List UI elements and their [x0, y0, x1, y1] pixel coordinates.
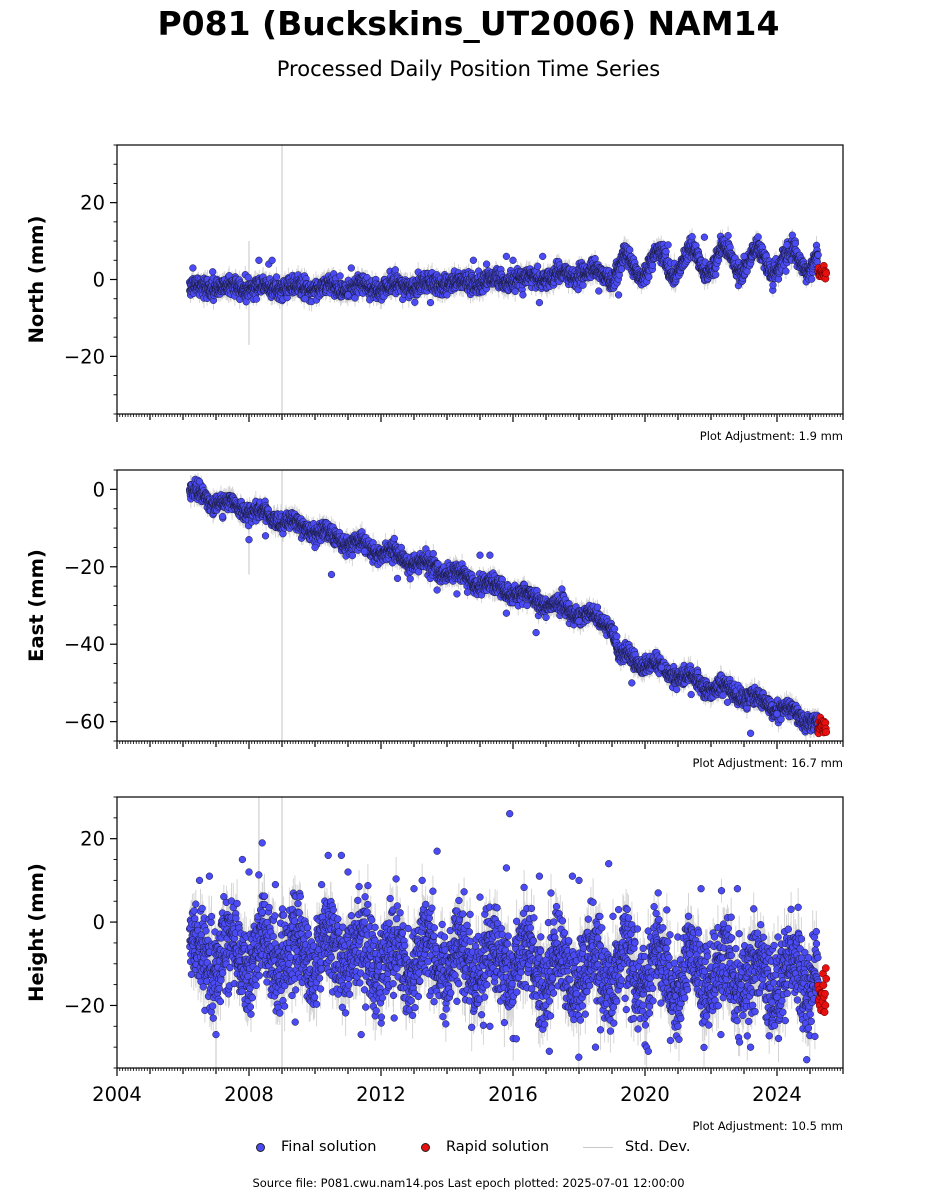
panel-north: −20 0 20 North (mm) Plot Adjustment: 1.9 mm	[25, 144, 844, 443]
final-outlier-point	[344, 291, 352, 299]
final-point	[406, 575, 414, 583]
final-outlier-point	[535, 298, 544, 307]
final-outlier-point	[347, 264, 355, 272]
y-tick-label: 20	[80, 192, 105, 215]
final-points-north	[185, 231, 822, 307]
final-outlier-point	[443, 291, 451, 299]
final-point	[754, 233, 762, 241]
final-outlier-point	[209, 268, 217, 276]
final-outlier-point	[595, 287, 603, 295]
y-tick-label: −20	[64, 345, 105, 368]
final-point	[348, 551, 357, 560]
final-outlier-point	[189, 264, 197, 272]
final-point	[814, 251, 822, 259]
final-outlier-point	[539, 252, 547, 261]
final-outlier-point	[469, 256, 478, 264]
final-point	[411, 298, 419, 306]
final-point	[769, 281, 777, 289]
final-point	[808, 275, 816, 283]
final-outlier-point	[783, 241, 791, 249]
final-point	[791, 239, 800, 248]
final-outlier-point	[268, 256, 276, 264]
final-outlier-point	[301, 295, 309, 303]
final-point	[391, 266, 399, 274]
y-tick-label: 0	[93, 269, 105, 292]
final-point	[645, 273, 653, 281]
final-point	[724, 232, 732, 240]
rapid-point	[822, 269, 831, 278]
rapid-points-north	[814, 261, 831, 283]
final-point	[782, 267, 790, 275]
final-point	[688, 233, 696, 241]
final-point	[617, 265, 626, 273]
final-point	[712, 271, 720, 279]
final-outlier-point	[664, 241, 672, 249]
y-axis-label-north: North (mm)	[25, 216, 48, 344]
final-point	[252, 295, 261, 303]
plot-adjustment-north: Plot Adjustment: 1.9 mm	[700, 429, 843, 443]
final-point	[813, 258, 821, 266]
final-point	[390, 534, 398, 543]
final-outlier-point	[502, 252, 511, 261]
final-outlier-point	[740, 252, 748, 261]
final-point	[533, 262, 542, 270]
final-outlier-point	[255, 256, 263, 264]
final-outlier-point	[426, 298, 435, 307]
plot-area-north	[185, 145, 831, 414]
y-axis-north	[110, 144, 117, 415]
final-point	[648, 261, 657, 269]
final-point	[336, 272, 344, 280]
final-outlier-point	[482, 260, 491, 268]
final-point	[579, 281, 587, 289]
plot-area-east	[185, 470, 831, 741]
final-point	[272, 273, 281, 281]
final-outlier-point	[509, 256, 517, 264]
final-point	[244, 273, 252, 282]
final-outlier-point	[614, 291, 623, 299]
final-point	[591, 254, 599, 263]
x-axis-north	[116, 414, 844, 422]
final-point	[626, 246, 634, 254]
final-outlier-point	[700, 233, 709, 241]
final-point	[662, 247, 670, 256]
final-point	[726, 243, 734, 251]
final-outlier-point	[519, 291, 527, 299]
final-point	[429, 549, 437, 558]
